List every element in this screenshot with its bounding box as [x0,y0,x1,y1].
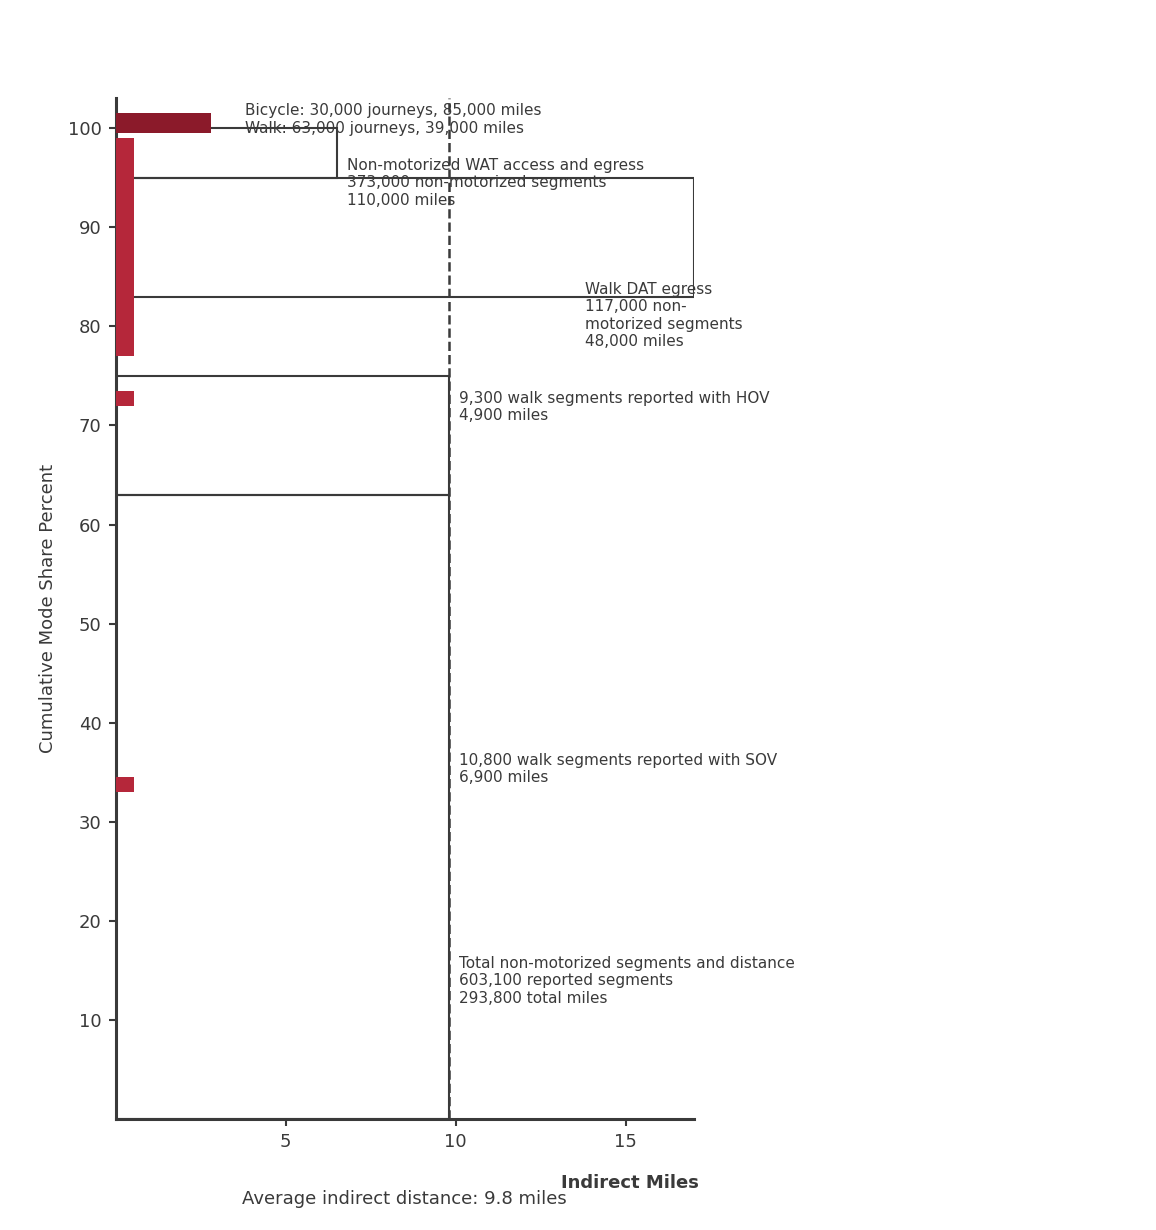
Y-axis label: Cumulative Mode Share Percent: Cumulative Mode Share Percent [38,464,57,754]
Bar [116,113,210,133]
Text: Indirect Miles: Indirect Miles [561,1173,698,1192]
Text: 9,300 walk segments reported with HOV
4,900 miles: 9,300 walk segments reported with HOV 4,… [459,391,770,423]
Text: Bicycle: 30,000 journeys, 85,000 miles
Walk: 63,000 journeys, 39,000 miles: Bicycle: 30,000 journeys, 85,000 miles W… [245,103,541,135]
Text: Walk DAT egress
117,000 non-
motorized segments
48,000 miles: Walk DAT egress 117,000 non- motorized s… [585,282,742,349]
Text: Non-motorized WAT access and egress
373,000 non-motorized segments
110,000 miles: Non-motorized WAT access and egress 373,… [347,157,644,208]
X-axis label: Average indirect distance: 9.8 miles: Average indirect distance: 9.8 miles [243,1191,566,1208]
Bar [116,128,336,177]
Bar [116,296,134,357]
Text: Total non-motorized segments and distance
603,100 reported segments
293,800 tota: Total non-motorized segments and distanc… [459,956,795,1006]
Bar [116,138,134,177]
Bar [116,391,134,406]
Bar [116,494,449,1119]
Bar [116,777,134,792]
Bar [116,177,694,296]
Bar [116,177,134,296]
Bar [116,376,449,494]
Text: 10,800 walk segments reported with SOV
6,900 miles: 10,800 walk segments reported with SOV 6… [459,753,777,785]
